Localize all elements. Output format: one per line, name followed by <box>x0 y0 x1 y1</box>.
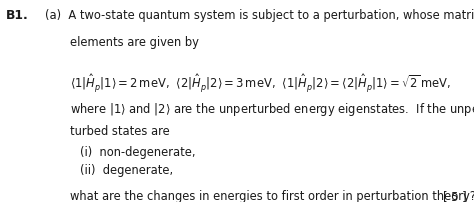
Text: turbed states are: turbed states are <box>70 124 170 137</box>
Text: (ii)  degenerate,: (ii) degenerate, <box>80 164 173 177</box>
Text: (i)  non-degenerate,: (i) non-degenerate, <box>80 145 195 158</box>
Text: $\langle 1|\hat{H}_p|1\rangle = 2\,\mathrm{meV}$,  $\langle 2|\hat{H}_p|2\rangle: $\langle 1|\hat{H}_p|1\rangle = 2\,\math… <box>70 72 451 94</box>
Text: (a)  A two-state quantum system is subject to a perturbation, whose matrix: (a) A two-state quantum system is subjec… <box>45 9 474 22</box>
Text: [ 5 ]: [ 5 ] <box>443 189 467 202</box>
Text: elements are given by: elements are given by <box>70 35 199 48</box>
Text: where $|1\rangle$ and $|2\rangle$ are the unperturbed energy eigenstates.  If th: where $|1\rangle$ and $|2\rangle$ are th… <box>70 101 474 118</box>
Text: B1.: B1. <box>6 9 28 22</box>
Text: what are the changes in energies to first order in perturbation theory?: what are the changes in energies to firs… <box>70 189 474 202</box>
